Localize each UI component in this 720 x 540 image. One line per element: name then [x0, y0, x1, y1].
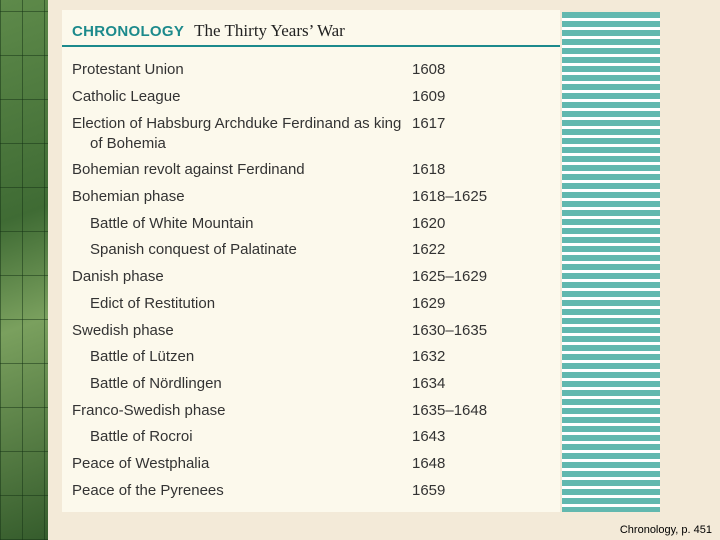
row: Election of Habsburg Archduke Ferdinand … — [72, 110, 552, 157]
sub-row: Edict of Restitution 1629 — [72, 291, 552, 318]
date: 1608 — [412, 61, 446, 79]
sub-row: Battle of Rocroi 1643 — [72, 424, 552, 451]
row: Protestant Union 1608 — [72, 57, 552, 84]
event: Danish phase — [72, 268, 164, 286]
date: 1617 — [412, 114, 446, 132]
sub-row: Spanish conquest of Palatinate 1622 — [72, 237, 552, 264]
caption: Chronology, p. 451 — [619, 524, 712, 536]
date: 1629 — [412, 294, 446, 312]
event: Peace of the Pyrenees — [72, 481, 224, 499]
row: Peace of the Pyrenees 1659 — [72, 477, 552, 504]
date: 1625–1629 — [412, 268, 488, 286]
event: Edict of Restitution — [90, 294, 216, 312]
row: Franco-Swedish phase 1635–1648 — [72, 397, 552, 424]
date: 1630–1635 — [412, 321, 488, 339]
event: Election of Habsburg Archduke Ferdinand … — [72, 114, 402, 152]
row: Catholic League 1609 — [72, 84, 552, 111]
event: Swedish phase — [72, 321, 174, 339]
date: 1609 — [412, 88, 446, 106]
row: Peace of Westphalia 1648 — [72, 451, 552, 478]
header-label: CHRONOLOGY — [72, 23, 185, 40]
decor-stripes — [562, 12, 660, 512]
date: 1618–1625 — [412, 188, 488, 206]
header: CHRONOLOGY The Thirty Years’ War — [72, 20, 345, 42]
date: 1632 — [412, 348, 446, 366]
event: Catholic League — [72, 88, 181, 106]
event: Bohemian phase — [72, 188, 185, 206]
sub-row: Battle of Nördlingen 1634 — [72, 371, 552, 398]
event: Franco-Swedish phase — [72, 401, 226, 419]
header-title: The Thirty Years’ War — [194, 21, 345, 40]
table: Protestant Union 1608 Catholic League 1609 E… — [72, 57, 552, 504]
date: 1659 — [412, 481, 446, 499]
rule — [62, 45, 560, 47]
event: Spanish conquest of Palatinate — [90, 241, 297, 259]
sub-row: Battle of White Mountain 1620 — [72, 210, 552, 237]
date: 1618 — [412, 161, 446, 179]
date: 1648 — [412, 454, 446, 472]
event: Protestant Union — [72, 61, 184, 79]
panel — [62, 10, 560, 512]
date: 1620 — [412, 214, 446, 232]
event: Battle of Nördlingen — [90, 374, 222, 392]
event: Battle of Rocroi — [90, 428, 193, 446]
event: Battle of Lützen — [90, 348, 195, 366]
row: Swedish phase 1630–1635 — [72, 317, 552, 344]
date: 1622 — [412, 241, 446, 259]
event: Battle of White Mountain — [90, 214, 254, 232]
row: Bohemian revolt against Ferdinand 1618 — [72, 157, 552, 184]
date: 1643 — [412, 428, 446, 446]
event: Peace of Westphalia — [72, 454, 210, 472]
sub-row: Battle of Lützen 1632 — [72, 344, 552, 371]
event: Bohemian revolt against Ferdinand — [72, 161, 305, 179]
date: 1634 — [412, 374, 446, 392]
row: Bohemian phase 1618–1625 — [72, 184, 552, 211]
date: 1635–1648 — [412, 401, 488, 419]
decor-strip — [0, 0, 48, 540]
row: Danish phase 1625–1629 — [72, 264, 552, 291]
